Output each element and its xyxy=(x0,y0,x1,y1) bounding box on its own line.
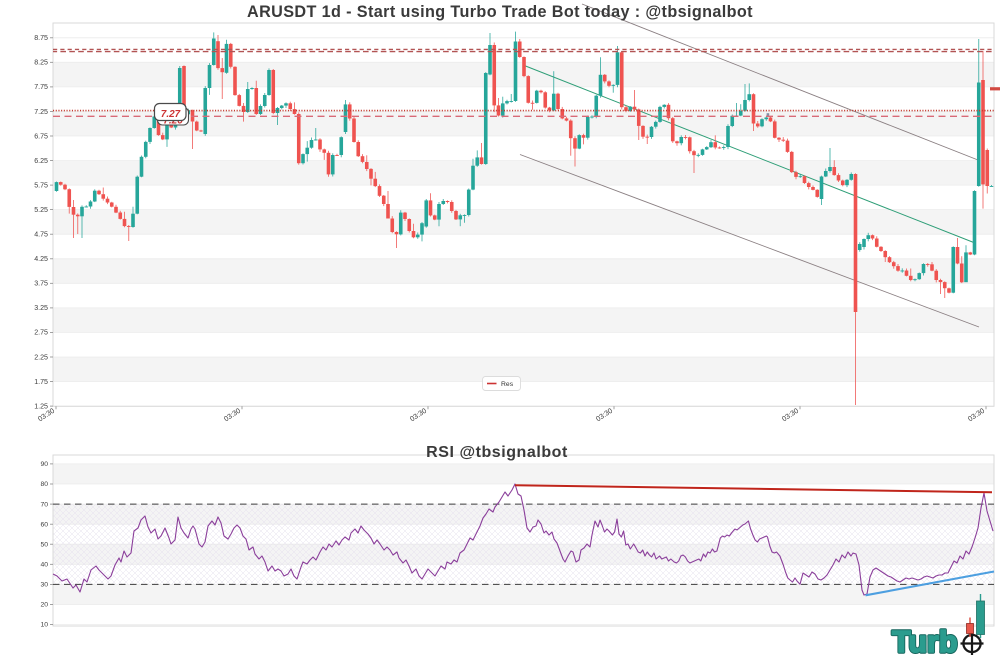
svg-text:5.25: 5.25 xyxy=(34,206,48,214)
svg-text:4.25: 4.25 xyxy=(34,255,48,263)
svg-text:RSI @tbsignalbot: RSI @tbsignalbot xyxy=(426,444,568,461)
svg-text:60: 60 xyxy=(40,521,48,528)
svg-text:2.25: 2.25 xyxy=(34,353,48,361)
svg-text:8.25: 8.25 xyxy=(34,59,48,67)
svg-text:5.75: 5.75 xyxy=(34,181,48,189)
svg-text:3.75: 3.75 xyxy=(34,280,48,288)
svg-text:40: 40 xyxy=(40,562,48,569)
svg-text:70: 70 xyxy=(40,501,48,508)
svg-text:8.75: 8.75 xyxy=(34,34,48,42)
svg-text:6.75: 6.75 xyxy=(34,132,48,140)
svg-text:30: 30 xyxy=(40,582,48,589)
svg-text:20: 20 xyxy=(40,602,48,609)
svg-text:90: 90 xyxy=(40,461,48,468)
svg-text:80: 80 xyxy=(40,481,48,488)
svg-text:1.75: 1.75 xyxy=(34,378,48,386)
svg-text:Turb: Turb xyxy=(892,625,958,659)
svg-text:7.75: 7.75 xyxy=(34,83,48,91)
svg-text:3.25: 3.25 xyxy=(34,304,48,312)
svg-text:4.75: 4.75 xyxy=(34,231,48,239)
svg-text:10: 10 xyxy=(40,622,48,629)
svg-text:ARUSDT 1d - Start using Turbo: ARUSDT 1d - Start using Turbo Trade Bot … xyxy=(247,3,753,21)
svg-text:50: 50 xyxy=(40,541,48,548)
svg-text:Res: Res xyxy=(501,381,514,388)
svg-text:6.25: 6.25 xyxy=(34,157,48,165)
svg-text:2.75: 2.75 xyxy=(34,329,48,337)
svg-text:7.25: 7.25 xyxy=(34,108,48,116)
svg-text:7.27: 7.27 xyxy=(161,109,181,120)
